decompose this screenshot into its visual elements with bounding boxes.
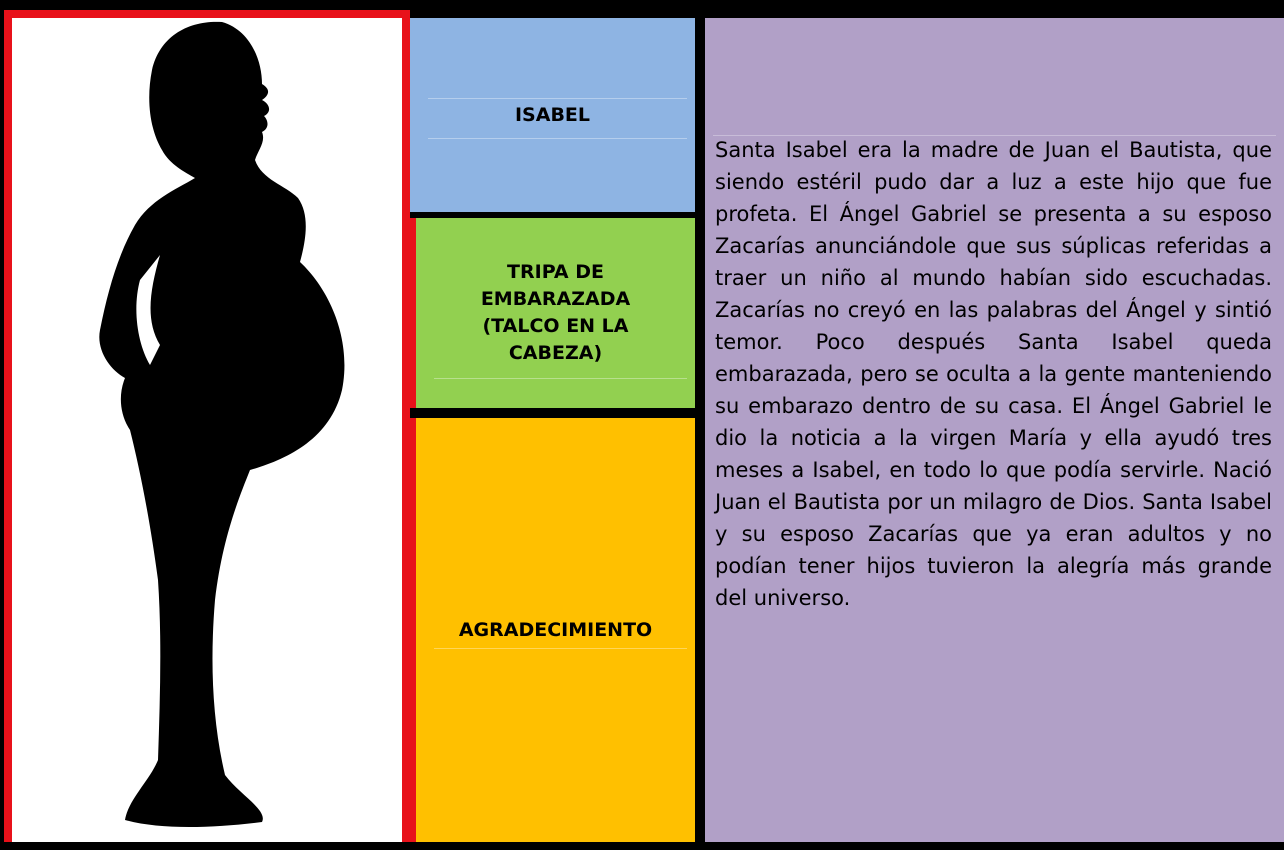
- divider: [428, 138, 687, 139]
- cell-label: TRIPA DE EMBARAZADA (TALCO EN LA CABEZA): [480, 261, 631, 364]
- silhouette: [99, 21, 345, 827]
- image-panel: [4, 10, 410, 842]
- divider: [434, 648, 687, 649]
- divider: [434, 378, 687, 379]
- cell-label: ISABEL: [514, 103, 591, 126]
- divider: [428, 98, 687, 99]
- label-cell: AGRADECIMIENTO: [410, 418, 695, 842]
- description: Santa Isabel era la madre de Juan el Bau…: [715, 138, 1272, 610]
- label-cell: ISABEL: [410, 18, 695, 212]
- label-cell: TRIPA DE EMBARAZADA (TALCO EN LA CABEZA): [410, 218, 695, 408]
- description-panel: Santa Isabel era la madre de Juan el Bau…: [705, 18, 1284, 842]
- cell-label: AGRADECIMIENTO: [458, 618, 653, 641]
- divider: [713, 135, 1276, 136]
